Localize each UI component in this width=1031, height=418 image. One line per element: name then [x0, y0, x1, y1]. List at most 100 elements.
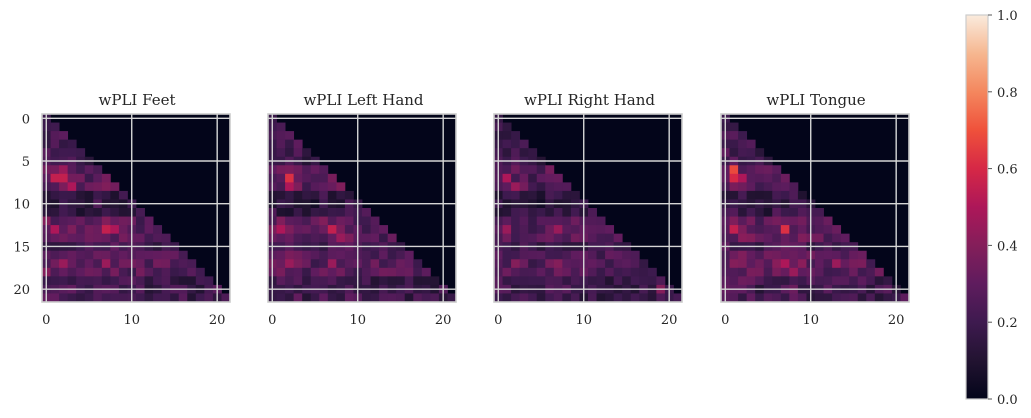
heatmap-cell	[545, 173, 555, 183]
heatmap-cell	[528, 165, 538, 175]
heatmap-cell	[789, 182, 799, 192]
heatmap-cell	[404, 276, 414, 286]
heatmap-cell	[204, 293, 214, 303]
heatmap-cell	[656, 276, 666, 286]
heatmap-cell	[562, 225, 572, 235]
heatmap-cell	[746, 173, 756, 183]
heatmap-cell	[84, 259, 94, 269]
heatmap-cell	[502, 225, 512, 235]
heatmap-cell	[605, 267, 615, 277]
heatmap-cell	[153, 259, 163, 269]
heatmap-cell	[118, 233, 128, 243]
heatmap-cell	[144, 293, 154, 303]
heatmap-cell	[528, 293, 538, 303]
heatmap-cell	[553, 225, 563, 235]
heatmap-cell	[76, 233, 86, 243]
heatmap-cell	[519, 173, 529, 183]
heatmap-cell	[588, 293, 597, 303]
heatmap-cell	[67, 173, 77, 183]
heatmap-cell	[319, 293, 329, 303]
heatmap-cell	[370, 216, 380, 226]
heatmap-cell	[596, 259, 606, 269]
heatmap-cell	[763, 259, 773, 269]
heatmap-cell	[613, 293, 623, 303]
heatmap-cell	[50, 139, 60, 149]
heatmap-cell	[50, 259, 60, 269]
heatmap-cell	[379, 276, 389, 286]
heatmap-cell	[59, 182, 69, 192]
heatmap-cell	[519, 148, 529, 158]
heatmap-cell	[519, 276, 529, 286]
heatmap-cell	[832, 267, 842, 277]
heatmap-cell	[746, 233, 756, 243]
heatmap-cell	[797, 208, 807, 217]
heatmap-cell	[362, 259, 371, 269]
heatmap-cell	[840, 233, 850, 243]
heatmap-cell	[310, 173, 320, 183]
heatmap-cell	[302, 250, 312, 260]
heatmap-cell	[302, 233, 312, 243]
heatmap-cell	[763, 276, 773, 286]
heatmap-cell	[59, 148, 69, 158]
heatmap-cell	[379, 293, 389, 303]
heatmap-cell	[144, 259, 154, 269]
heatmap-cell	[570, 233, 580, 243]
heatmap-cell	[857, 267, 867, 277]
heatmap-cell	[746, 259, 756, 269]
heatmap-cell	[553, 190, 563, 200]
heatmap-cell	[67, 139, 77, 149]
heatmap-cell	[823, 293, 833, 303]
heatmap-cell	[93, 267, 103, 277]
heatmap-cell	[874, 267, 884, 277]
heatmap-cell	[772, 233, 782, 243]
heatmap-cell	[780, 259, 790, 269]
heatmap-cell	[849, 250, 859, 260]
heatmap-cell	[362, 276, 371, 286]
heatmap-cell	[170, 250, 180, 260]
heatmap-cell	[738, 131, 748, 141]
heatmap-cell	[746, 148, 756, 158]
x-tick-label: 20	[661, 313, 678, 328]
heatmap-cell	[536, 259, 546, 269]
heatmap-cell	[344, 250, 354, 260]
heatmap-cell	[519, 293, 529, 303]
heatmap-cell	[613, 233, 623, 243]
heatmap-cell	[67, 225, 77, 235]
heatmap-cell	[285, 165, 295, 175]
heatmap-cell	[729, 148, 739, 158]
heatmap-cell	[136, 293, 145, 303]
heatmap-cell	[285, 131, 295, 141]
heatmap-cell	[553, 173, 563, 183]
heatmap-cell	[545, 293, 555, 303]
heatmap-cell	[110, 208, 120, 217]
heatmap-cell	[344, 190, 354, 200]
heatmap-cell	[832, 276, 842, 286]
heatmap-cell	[293, 293, 303, 303]
heatmap-cell	[118, 267, 128, 277]
heatmap-cell	[588, 250, 597, 260]
colorbar-gradient	[966, 15, 988, 399]
heatmap-cell	[780, 293, 790, 303]
heatmap-cell	[849, 267, 859, 277]
heatmap-cell	[840, 276, 850, 286]
heatmap-cell	[832, 250, 842, 260]
heatmap-cell	[738, 267, 748, 277]
heatmap-cell	[511, 267, 521, 277]
heatmap-cell	[59, 173, 69, 183]
panel-frame	[267, 113, 457, 303]
heatmap-cell	[866, 267, 876, 277]
heatmap-cell	[362, 267, 371, 277]
heatmap-cell	[84, 173, 94, 183]
heatmap-cell	[772, 276, 782, 286]
heatmap-cell	[336, 259, 346, 269]
heatmap-cell	[789, 190, 799, 200]
heatmap-cell	[76, 250, 86, 260]
heatmap-cell	[755, 165, 765, 175]
heatmap-cell	[746, 276, 756, 286]
heatmap-cell	[370, 250, 380, 260]
heatmap-cell	[161, 250, 171, 260]
heatmap-cell	[746, 250, 756, 260]
colorbar-tick-label: 0.2	[997, 316, 1018, 331]
heatmap-cell	[161, 259, 171, 269]
heatmap-cell	[746, 182, 756, 192]
